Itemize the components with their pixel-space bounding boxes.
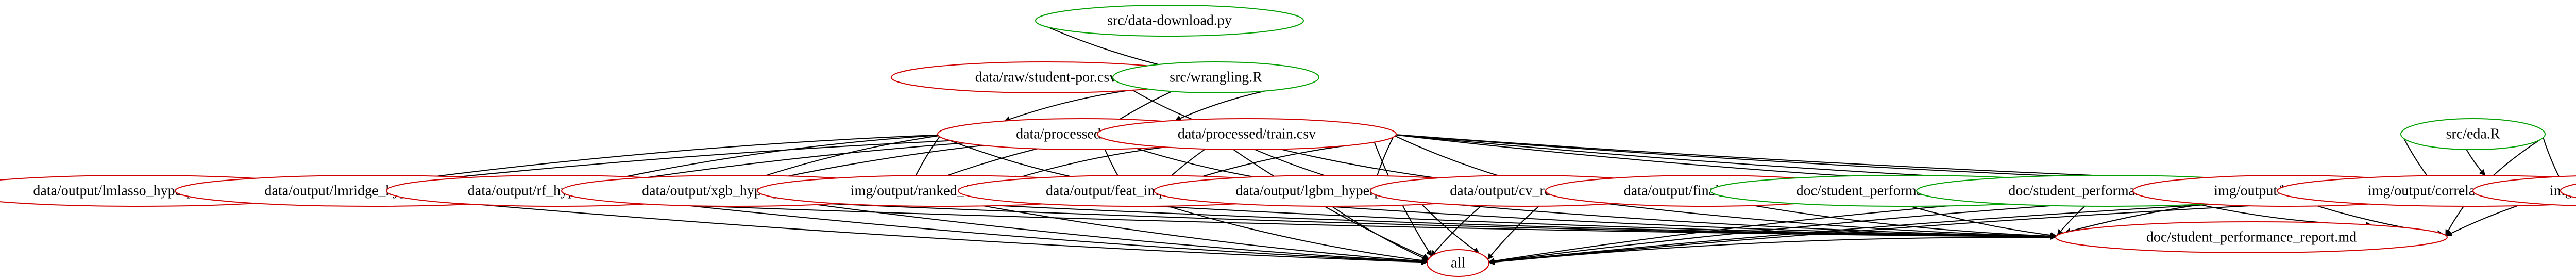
node-wrangle: src/wrangling.R [1113, 62, 1319, 93]
node-label-eda: src/eda.R [2446, 126, 2500, 142]
node-all: all [1427, 250, 1489, 276]
edge-eda-corrmat [2466, 150, 2485, 175]
edge-report_md-all [1489, 237, 2056, 263]
node-label-train_csv: data/processed/train.csv [1178, 126, 1316, 142]
node-train_csv: data/processed/train.csv [1097, 119, 1396, 150]
node-eda: src/eda.R [2401, 119, 2545, 150]
edge-raw_por-test_csv [1005, 90, 1129, 121]
edge-test_csv-featimp [1011, 145, 1184, 180]
node-label-report_md: doc/student_performance_report.md [2146, 229, 2357, 245]
node-label-all: all [1451, 255, 1465, 271]
dependency-graph: src/data-download.py data/raw/student-por… [0, 0, 2576, 278]
node-label-raw_por: data/raw/student-por.csv [975, 69, 1116, 85]
nodes: src/data-download.py data/raw/student-por… [0, 5, 2576, 276]
node-download: src/data-download.py [1036, 5, 1303, 36]
node-report_md: doc/student_performance_report.md [2056, 222, 2447, 253]
node-label-download: src/data-download.py [1107, 12, 1232, 28]
node-label-wrangle: src/wrangling.R [1170, 69, 1262, 85]
edge-wrangle-train_csv [1175, 91, 1265, 120]
